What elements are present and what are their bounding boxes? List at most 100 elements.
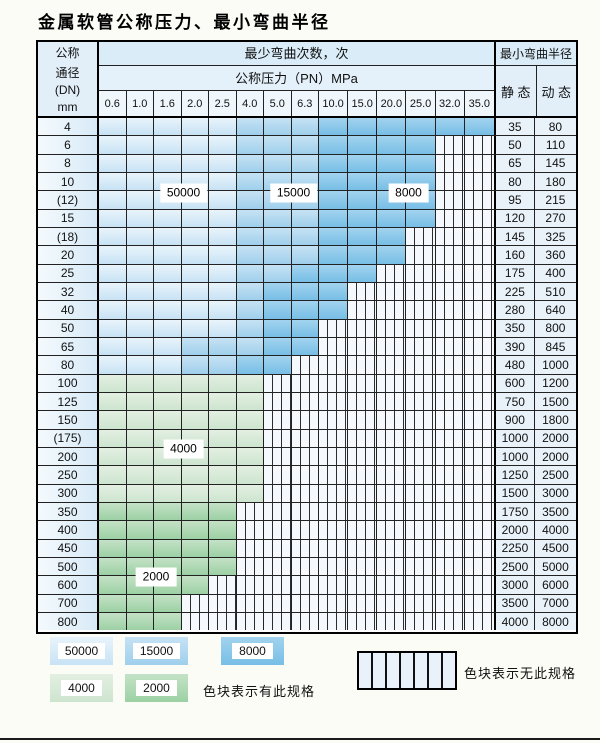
table-row: 40 280 640 — [38, 301, 576, 320]
no-spec-hatch-cell — [406, 337, 436, 356]
dn-header-line: (DN) — [54, 83, 81, 98]
no-spec-hatch-cell — [291, 594, 319, 612]
static-radius-value: 480 — [493, 356, 535, 374]
cycle-cell-15000 — [236, 209, 264, 227]
dynamic-radius-value: 1200 — [534, 374, 576, 392]
no-spec-hatch-cell — [464, 392, 494, 411]
cycle-cell-50000 — [154, 356, 182, 374]
static-radius-value: 750 — [493, 392, 535, 411]
cycle-cell-2000 — [99, 594, 127, 612]
dynamic-radius-value: 360 — [534, 246, 576, 264]
static-radius-value: 900 — [493, 411, 535, 429]
cycle-cell-4000 — [209, 392, 237, 411]
table-row: 450 2250 4500 — [38, 539, 576, 558]
dn-value: 125 — [38, 392, 99, 411]
cycle-cell-2000 — [99, 539, 127, 557]
no-spec-hatch-cell — [435, 502, 465, 521]
cycle-cell-4000 — [209, 484, 237, 502]
cycle-cell-15000 — [291, 227, 319, 246]
no-spec-hatch-cell — [264, 411, 292, 429]
cycle-cell-50000 — [181, 154, 209, 172]
cycle-cell-50000 — [209, 118, 237, 136]
no-spec-hatch-cell — [291, 374, 319, 392]
no-spec-hatch-cell — [319, 502, 349, 521]
dynamic-radius-value: 5000 — [534, 557, 576, 576]
cycle-cell-8000 — [291, 264, 319, 282]
no-spec-hatch-cell — [291, 429, 319, 447]
no-spec-hatch-cell — [319, 521, 349, 539]
cycle-cell-50000 — [126, 154, 154, 172]
cycle-cell-4000 — [126, 411, 154, 429]
legend-has-spec-text: 色块表示有此规格 — [203, 684, 316, 699]
legend-swatch-value: 2000 — [136, 680, 177, 696]
static-radius-value: 120 — [493, 209, 535, 227]
static-radius-value: 65 — [493, 154, 535, 172]
no-spec-hatch-cell — [291, 557, 319, 576]
cycle-cell-50000 — [209, 301, 237, 319]
no-spec-hatch-cell — [406, 557, 436, 576]
cycle-cell-8000 — [348, 136, 378, 154]
cycle-cell-50000 — [99, 246, 127, 264]
cycle-cell-4000 — [99, 392, 127, 411]
no-spec-hatch-cell — [264, 576, 292, 594]
cycle-cell-50000 — [154, 246, 182, 264]
cycle-cell-15000 — [291, 154, 319, 172]
cycle-cell-2000 — [209, 539, 237, 557]
no-spec-hatch-cell — [181, 594, 209, 612]
static-radius-value: 160 — [493, 246, 535, 264]
legend-swatch-value: 50000 — [57, 643, 106, 659]
no-spec-hatch-cell — [435, 539, 465, 557]
no-spec-hatch-cell — [464, 557, 494, 576]
cycle-cell-4000 — [209, 374, 237, 392]
no-spec-hatch-cell — [406, 392, 436, 411]
cycle-cell-4000 — [236, 374, 264, 392]
cycle-cell-4000 — [154, 484, 182, 502]
no-spec-hatch-cell — [264, 502, 292, 521]
cycle-cell-4000 — [99, 374, 127, 392]
cycle-cell-50000 — [209, 282, 237, 301]
no-spec-hatch-cell — [435, 594, 465, 612]
table-row: 50 350 800 — [38, 319, 576, 338]
no-spec-hatch-cell — [406, 612, 436, 631]
cycle-cell-8000 — [319, 227, 349, 246]
pressure-col-header: 5.0 — [264, 91, 292, 116]
no-spec-hatch-cell — [348, 392, 378, 411]
dynamic-radius-value: 215 — [534, 191, 576, 209]
no-spec-hatch-cell — [435, 319, 465, 337]
cycle-cell-8000 — [319, 246, 349, 264]
cycle-cell-4000 — [236, 411, 264, 429]
no-spec-hatch-cell — [291, 411, 319, 429]
no-spec-hatch-cell — [464, 484, 494, 502]
table-row: 100 600 1200 — [38, 374, 576, 393]
dynamic-radius-value: 4000 — [534, 521, 576, 539]
no-spec-hatch-cell — [377, 282, 407, 301]
pressure-col-header: 2.0 — [181, 91, 209, 116]
no-spec-hatch-cell — [348, 557, 378, 576]
table-row: (175) 1000 2000 — [38, 429, 576, 448]
no-spec-hatch-cell — [406, 466, 436, 484]
cycle-cell-8000 — [377, 209, 407, 227]
static-radius-value: 1000 — [493, 447, 535, 466]
dynamic-radius-value: 1800 — [534, 411, 576, 429]
no-spec-hatch-cell — [435, 191, 465, 209]
static-header: 静 态 — [496, 66, 537, 116]
no-spec-hatch-cell — [209, 576, 237, 594]
cycle-cell-50000 — [99, 301, 127, 319]
dynamic-radius-value: 3500 — [534, 502, 576, 521]
static-radius-value: 350 — [493, 319, 535, 337]
dynamic-radius-value: 325 — [534, 227, 576, 246]
cycle-cell-2000 — [99, 502, 127, 521]
no-spec-hatch-cell — [209, 612, 237, 631]
pressure-col-header: 35.0 — [464, 91, 494, 116]
cycle-cell-8000 — [348, 246, 378, 264]
dn-value: 8 — [38, 154, 99, 172]
cycle-cell-8000 — [406, 209, 436, 227]
cycle-cell-15000 — [236, 337, 264, 356]
dn-value: (12) — [38, 191, 99, 209]
table-row: 150 900 1800 — [38, 411, 576, 430]
cycle-cell-15000 — [236, 191, 264, 209]
cycle-cell-2000 — [181, 502, 209, 521]
cycle-count-label: 4000 — [163, 439, 204, 459]
no-spec-hatch-cell — [348, 466, 378, 484]
no-spec-hatch-cell — [464, 356, 494, 374]
